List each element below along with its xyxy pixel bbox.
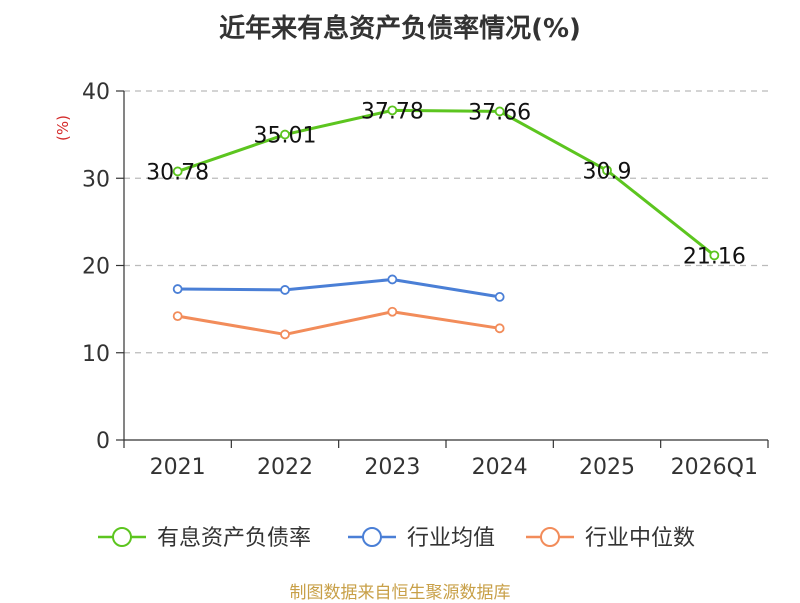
x-tick-label: 2024 <box>472 455 528 480</box>
legend-marker <box>540 527 560 547</box>
x-tick-label: 2026Q1 <box>671 455 758 480</box>
data-point <box>280 129 290 140</box>
data-label: 35.01 <box>254 124 317 149</box>
label-layer: 30.78 35.01 37.78 37.66 30.9 21.16 <box>146 99 746 269</box>
data-point <box>172 166 183 177</box>
data-point <box>494 323 505 334</box>
data-label: 30.9 <box>583 159 632 184</box>
data-label: 21.16 <box>683 244 746 269</box>
source-note: 制图数据来自恒生聚源数据库 <box>289 583 511 603</box>
data-point <box>172 311 183 322</box>
data-point <box>387 105 398 116</box>
legend-label: 有息资产负债率 <box>157 526 311 551</box>
legend-label: 行业均值 <box>407 526 495 551</box>
data-point <box>494 106 505 117</box>
series-line <box>177 277 500 299</box>
x-tick-label: 2022 <box>257 455 313 480</box>
y-tick-label: 40 <box>82 80 110 105</box>
data-point <box>602 165 612 176</box>
chart-title: 近年来有息资产负债率情况(%) <box>219 14 581 44</box>
y-tick-label: 0 <box>96 429 110 454</box>
data-label: 30.78 <box>146 160 209 185</box>
data-point <box>387 274 398 285</box>
x-tick-label: 2021 <box>150 455 206 480</box>
data-point <box>172 284 183 294</box>
data-point <box>709 250 720 261</box>
y-tick-label: 30 <box>82 167 110 192</box>
series-layer <box>172 105 720 340</box>
y-tick-label: 20 <box>82 255 110 280</box>
axis-layer: 0 10 20 30 40 2021 2022 2023 2024 2025 2026Q1 (%) <box>54 80 769 480</box>
data-label: 37.78 <box>361 99 424 124</box>
legend-marker <box>362 527 382 547</box>
data-point <box>494 292 505 302</box>
legend: 有息资产负债率 行业均值 行业中位数 <box>98 526 695 551</box>
y-tick-label: 10 <box>82 342 110 367</box>
data-point <box>280 329 290 340</box>
grid-layer <box>124 90 768 354</box>
legend-label: 行业中位数 <box>585 526 695 551</box>
legend-marker <box>112 527 132 547</box>
data-point <box>387 306 398 317</box>
x-tick-label: 2025 <box>579 455 635 480</box>
series-line <box>177 310 500 336</box>
data-point <box>280 285 290 295</box>
x-tick-label: 2023 <box>364 455 420 480</box>
data-label: 37.66 <box>468 100 531 125</box>
y-axis-unit-label: (%) <box>54 115 72 141</box>
series-line <box>177 108 716 257</box>
